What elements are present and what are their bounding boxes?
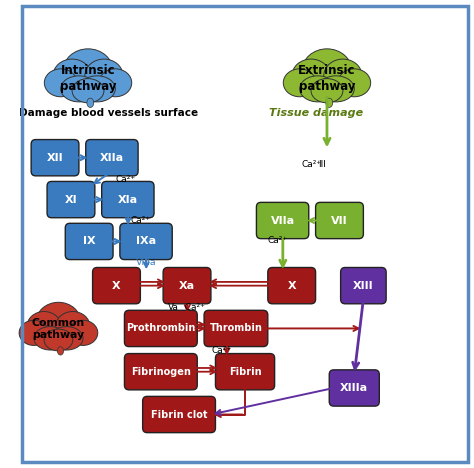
FancyBboxPatch shape xyxy=(125,310,197,347)
FancyBboxPatch shape xyxy=(65,223,113,260)
Ellipse shape xyxy=(36,302,81,343)
Text: VII: VII xyxy=(331,215,348,226)
Ellipse shape xyxy=(19,320,49,345)
FancyBboxPatch shape xyxy=(102,182,154,218)
Ellipse shape xyxy=(57,347,64,355)
Text: Prothrombin: Prothrombin xyxy=(126,323,196,333)
Ellipse shape xyxy=(27,312,61,342)
Text: XIIIa: XIIIa xyxy=(340,383,368,393)
FancyBboxPatch shape xyxy=(268,268,316,304)
Text: IXa: IXa xyxy=(136,236,156,247)
Ellipse shape xyxy=(55,312,90,342)
Ellipse shape xyxy=(79,76,115,102)
Text: Fibrin: Fibrin xyxy=(229,367,261,377)
Ellipse shape xyxy=(338,69,371,97)
Text: Ca²⁺: Ca²⁺ xyxy=(302,160,322,169)
FancyBboxPatch shape xyxy=(120,223,172,260)
Ellipse shape xyxy=(34,327,67,350)
Ellipse shape xyxy=(61,76,97,102)
FancyBboxPatch shape xyxy=(341,268,386,304)
Text: III: III xyxy=(318,160,326,169)
Text: Fibrinogen: Fibrinogen xyxy=(131,367,191,377)
Text: X: X xyxy=(287,281,296,291)
Ellipse shape xyxy=(53,59,91,93)
Ellipse shape xyxy=(300,76,336,102)
Ellipse shape xyxy=(302,49,352,94)
Text: XII: XII xyxy=(47,153,64,163)
Ellipse shape xyxy=(324,59,362,93)
Ellipse shape xyxy=(311,79,343,103)
Ellipse shape xyxy=(318,76,354,102)
FancyBboxPatch shape xyxy=(216,353,274,390)
Text: XI: XI xyxy=(64,195,77,205)
Text: IX: IX xyxy=(83,236,95,247)
Text: Extrinsic
pathway: Extrinsic pathway xyxy=(298,64,356,93)
FancyBboxPatch shape xyxy=(256,202,309,239)
Ellipse shape xyxy=(44,329,73,351)
Text: Fibrin clot: Fibrin clot xyxy=(151,410,207,419)
FancyBboxPatch shape xyxy=(316,202,364,239)
Text: Xa: Xa xyxy=(179,281,195,291)
Text: Common
pathway: Common pathway xyxy=(32,318,85,340)
Text: Thrombin: Thrombin xyxy=(210,323,263,333)
Ellipse shape xyxy=(87,98,94,108)
FancyBboxPatch shape xyxy=(329,370,379,406)
Text: XIa: XIa xyxy=(118,195,138,205)
FancyBboxPatch shape xyxy=(86,139,138,176)
Text: Intrinsic
pathway: Intrinsic pathway xyxy=(60,64,116,93)
Text: VIIa: VIIa xyxy=(271,215,295,226)
FancyBboxPatch shape xyxy=(143,396,216,432)
Text: VIIIa: VIIIa xyxy=(136,258,156,267)
Text: Ca²⁺: Ca²⁺ xyxy=(179,303,205,312)
Text: Ca²⁺: Ca²⁺ xyxy=(115,175,136,183)
FancyBboxPatch shape xyxy=(47,182,95,218)
FancyBboxPatch shape xyxy=(163,268,211,304)
Text: Ca²⁺: Ca²⁺ xyxy=(212,346,232,355)
FancyBboxPatch shape xyxy=(92,268,140,304)
FancyBboxPatch shape xyxy=(204,310,268,347)
Ellipse shape xyxy=(45,69,77,97)
Text: XIII: XIII xyxy=(353,281,374,291)
Ellipse shape xyxy=(283,69,316,97)
Ellipse shape xyxy=(85,59,123,93)
Ellipse shape xyxy=(68,320,98,345)
Ellipse shape xyxy=(326,98,333,108)
Ellipse shape xyxy=(99,69,132,97)
FancyBboxPatch shape xyxy=(31,139,79,176)
Text: Ca²⁺: Ca²⁺ xyxy=(268,236,288,246)
Ellipse shape xyxy=(50,327,83,350)
Text: Va: Va xyxy=(168,303,179,312)
Text: Damage blood vessels surface: Damage blood vessels surface xyxy=(19,108,198,118)
FancyBboxPatch shape xyxy=(125,353,197,390)
Ellipse shape xyxy=(72,79,104,103)
Text: Tissue damage: Tissue damage xyxy=(269,108,363,118)
Text: Ca²⁺: Ca²⁺ xyxy=(130,217,150,226)
Ellipse shape xyxy=(292,59,330,93)
Text: XIIa: XIIa xyxy=(100,153,124,163)
Ellipse shape xyxy=(63,49,113,94)
Text: X: X xyxy=(112,281,121,291)
